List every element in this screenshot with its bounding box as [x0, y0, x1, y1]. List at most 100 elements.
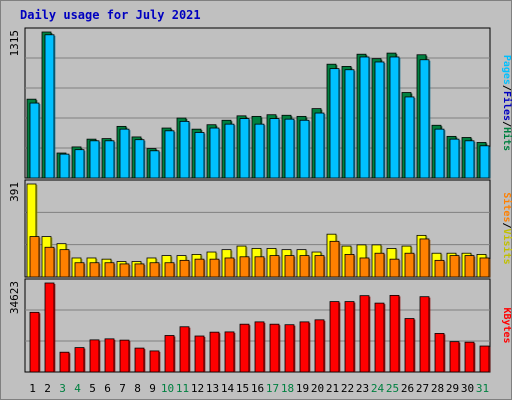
- bar-kbytes-day-16: [254, 321, 265, 373]
- bar-kbytes-day-3: [59, 351, 70, 373]
- panel-visits-sites: 391 Sites/Visits: [8, 179, 512, 278]
- chart-title: Daily usage for July 2021: [20, 8, 201, 22]
- x-tick-label-day-29: 29: [446, 382, 459, 395]
- bar-kbytes-day-11: [179, 326, 190, 373]
- bar-kbytes-day-20: [314, 319, 325, 373]
- bar-kbytes-day-15: [239, 323, 250, 373]
- bar-files-day-26: [404, 96, 415, 179]
- bar-kbytes-day-13: [209, 331, 220, 373]
- bar-kbytes-day-9: [149, 350, 160, 373]
- x-tick-label-day-15: 15: [236, 382, 249, 395]
- bar-files-day-17: [269, 118, 280, 179]
- legend-kbytes: KBytes: [501, 307, 512, 343]
- bar-sites-day-19: [299, 255, 310, 278]
- bar-files-day-18: [284, 118, 295, 179]
- bar-kbytes-day-24: [374, 302, 385, 373]
- legend-visits-sites: Sites/Visits: [501, 192, 512, 264]
- bar-kbytes-day-6: [104, 338, 115, 373]
- bar-files-day-27: [419, 59, 430, 179]
- bar-sites-day-28: [434, 259, 445, 278]
- bar-files-day-2: [44, 34, 55, 179]
- bar-files-day-15: [239, 118, 250, 179]
- x-tick-label-day-4: 4: [74, 382, 81, 395]
- bar-sites-day-31: [479, 257, 490, 278]
- bar-kbytes-day-7: [119, 339, 130, 373]
- bar-kbytes-day-30: [464, 341, 475, 373]
- bar-kbytes-day-22: [344, 301, 355, 373]
- y-max-label: 34623: [8, 281, 21, 314]
- x-tick-label-day-5: 5: [89, 382, 96, 395]
- x-tick-label-day-21: 21: [326, 382, 339, 395]
- bar-sites-day-1: [29, 236, 40, 278]
- bar-kbytes-day-19: [299, 321, 310, 373]
- bar-files-day-14: [224, 123, 235, 179]
- bar-kbytes-day-25: [389, 294, 400, 373]
- bar-files-day-13: [209, 127, 220, 179]
- bar-kbytes-day-26: [404, 318, 415, 373]
- bar-sites-day-10: [164, 262, 175, 278]
- bar-files-day-9: [149, 150, 160, 179]
- bar-files-day-6: [104, 140, 115, 179]
- x-tick-label-day-16: 16: [251, 382, 264, 395]
- series-sites: [29, 236, 491, 278]
- legend-item-pages: Pages: [501, 55, 512, 85]
- x-tick-label-day-19: 19: [296, 382, 309, 395]
- x-tick-label-day-23: 23: [356, 382, 369, 395]
- x-tick-label-day-14: 14: [221, 382, 235, 395]
- x-tick-label-day-28: 28: [431, 382, 444, 395]
- bar-files-day-25: [389, 56, 400, 179]
- x-tick-label-day-10: 10: [161, 382, 174, 395]
- legend-item-hits: Hits: [501, 127, 512, 151]
- bar-files-day-5: [89, 140, 100, 179]
- bar-kbytes-day-14: [224, 331, 235, 373]
- bar-files-day-21: [329, 68, 340, 179]
- bar-kbytes-day-12: [194, 335, 205, 373]
- bar-sites-day-2: [44, 246, 55, 278]
- bar-files-day-1: [29, 102, 40, 179]
- bar-sites-day-5: [89, 262, 100, 278]
- bar-files-day-22: [344, 69, 355, 179]
- bar-sites-day-12: [194, 258, 205, 278]
- x-tick-label-day-20: 20: [311, 382, 324, 395]
- bar-kbytes-day-29: [449, 341, 460, 373]
- x-tick-label-day-18: 18: [281, 382, 294, 395]
- y-max-label: 1315: [8, 30, 21, 57]
- series-files: [29, 34, 491, 179]
- bar-files-day-12: [194, 132, 205, 179]
- bar-kbytes-day-10: [164, 335, 175, 373]
- bar-files-day-20: [314, 112, 325, 179]
- x-tick-label-day-31: 31: [476, 382, 489, 395]
- bar-sites-day-22: [344, 254, 355, 278]
- bar-sites-day-6: [104, 262, 115, 278]
- bar-files-day-23: [359, 56, 370, 179]
- x-tick-label-day-2: 2: [44, 382, 51, 395]
- bar-kbytes-day-8: [134, 347, 145, 373]
- bar-kbytes-day-21: [329, 301, 340, 373]
- legend-item-sites: Sites: [501, 192, 512, 222]
- bar-kbytes-day-23: [359, 295, 370, 373]
- legend-separator: /: [501, 85, 512, 91]
- bar-files-day-16: [254, 123, 265, 179]
- bar-kbytes-day-17: [269, 323, 280, 373]
- bar-files-day-19: [299, 119, 310, 179]
- bar-sites-day-23: [359, 257, 370, 278]
- bar-kbytes-day-18: [284, 324, 295, 373]
- chart-panels: 1315Pages/Files/Hits391Sites/Visits34623…: [8, 27, 512, 373]
- legend-item-files: Files: [501, 91, 512, 121]
- bar-sites-day-18: [284, 255, 295, 278]
- bar-sites-day-30: [464, 255, 475, 278]
- bar-sites-day-11: [179, 259, 190, 278]
- legend-item-visits: Visits: [501, 229, 512, 265]
- y-max-label: 391: [8, 182, 21, 202]
- bar-sites-day-25: [389, 258, 400, 278]
- x-tick-label-day-1: 1: [29, 382, 36, 395]
- x-tick-label-day-17: 17: [266, 382, 279, 395]
- bar-files-day-10: [164, 130, 175, 179]
- bar-sites-day-20: [314, 255, 325, 278]
- bar-kbytes-day-1: [29, 311, 40, 373]
- x-tick-label-day-30: 30: [461, 382, 474, 395]
- bar-files-day-3: [59, 153, 70, 179]
- x-tick-label-day-8: 8: [134, 382, 141, 395]
- bar-files-day-11: [179, 120, 190, 179]
